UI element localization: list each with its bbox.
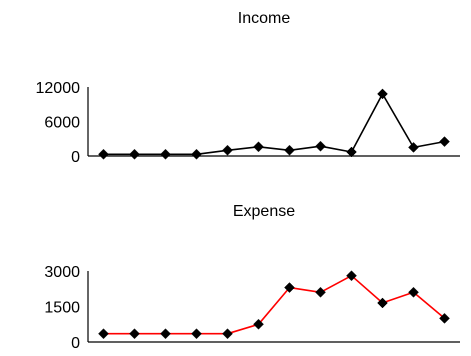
- income-data-point: [346, 146, 357, 158]
- expense-data-point: [98, 328, 109, 340]
- income-y-tick-label: 0: [71, 149, 80, 166]
- income-data-point: [98, 148, 109, 160]
- income-data-point: [222, 144, 233, 156]
- expense-data-point: [377, 297, 388, 309]
- income-data-point: [191, 148, 202, 160]
- expense-y-tick-label: 1500: [44, 300, 80, 317]
- expense-y-tick-label: 3000: [44, 264, 80, 281]
- expense-chart-title: Expense: [233, 203, 295, 220]
- expense-data-point: [253, 318, 264, 330]
- income-series-line: [103, 93, 445, 156]
- expense-data-point: [439, 312, 450, 324]
- income-data-point: [377, 88, 388, 100]
- income-data-point: [315, 140, 326, 152]
- expense-data-point: [222, 328, 233, 340]
- expense-y-tick-label: 0: [71, 335, 80, 352]
- income-data-point: [439, 136, 450, 147]
- income-data-point: [253, 141, 264, 153]
- expense-data-point: [129, 328, 140, 340]
- income-data-point: [284, 144, 295, 156]
- income-data-point: [129, 148, 140, 160]
- expense-data-point: [160, 328, 171, 340]
- income-chart-title: Income: [238, 10, 291, 27]
- expense-data-point: [191, 328, 202, 340]
- income-y-tick-label: 6000: [44, 115, 80, 132]
- expense-series-line: [103, 274, 446, 335]
- income-chart: Income 0 6000 12000: [36, 10, 460, 166]
- expense-data-point: [284, 282, 295, 293]
- income-data-point: [160, 148, 171, 160]
- expense-data-point: [408, 286, 419, 298]
- expense-data-point: [346, 270, 357, 282]
- income-data-point: [408, 142, 419, 153]
- income-y-tick-label: 12000: [36, 80, 81, 97]
- expense-data-point: [315, 286, 326, 298]
- expense-chart: Expense 0 1500 3000: [44, 203, 460, 352]
